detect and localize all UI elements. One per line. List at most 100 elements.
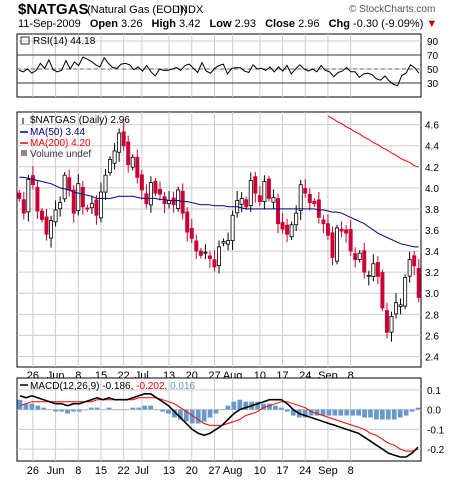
macd-histogram-bar (385, 409, 391, 420)
macd-histogram-bar (326, 409, 332, 416)
candle-body (71, 189, 76, 214)
macd-histogram-bar (397, 409, 403, 418)
price-tick-label: 3.2 (425, 268, 439, 279)
candle-body (248, 180, 253, 206)
macd-histogram-bar (284, 409, 290, 412)
price-tick-label: 4.6 (425, 121, 439, 132)
candle-body (148, 182, 153, 206)
macd-histogram-bar (47, 409, 53, 411)
candle-body (226, 240, 231, 245)
macd-tick-label: 0.1 (427, 386, 441, 397)
candle-body (198, 250, 203, 256)
candle-body (321, 219, 326, 225)
macd-histogram-bar (35, 405, 41, 410)
macd-x-tick-label: 13 (163, 465, 175, 477)
candle-body (89, 203, 94, 209)
macd-histogram-bar (124, 409, 130, 411)
candle-body (285, 224, 290, 235)
macd-panel (16, 377, 422, 462)
candle-body (307, 194, 312, 204)
rsi-tick-label: 50 (427, 65, 439, 76)
candle-body (135, 156, 140, 178)
candle-body (194, 240, 199, 252)
macd-histogram-bar (338, 409, 344, 416)
candle-body (112, 150, 117, 164)
macd-line (19, 392, 419, 458)
candle-body (289, 224, 294, 238)
candle-body (335, 227, 340, 262)
candle-body (280, 222, 285, 230)
macd-histogram-bar (53, 409, 58, 412)
price-legend-symbol: $NATGAS (Daily) 2.96 (30, 115, 130, 126)
macd-histogram-bar (23, 403, 29, 410)
ma50-legend: MA(50) 3.44 (30, 127, 85, 138)
macd-histogram-bar (302, 409, 308, 418)
candle-body (362, 250, 367, 273)
price-tick-label: 4.0 (425, 184, 439, 195)
macd-histogram-bar (178, 409, 183, 420)
macd-x-tick-label: 10 (254, 465, 266, 477)
candle-body (371, 263, 376, 277)
macd-histogram-bar (231, 401, 237, 410)
copyright-link[interactable]: © StockCharts.com (349, 4, 436, 15)
candle-body (26, 179, 31, 213)
macd-histogram-bar (290, 409, 296, 416)
macd-histogram-bar (29, 403, 35, 410)
macd-histogram-bar (261, 403, 266, 410)
candle-body (339, 228, 344, 232)
macd-x-tick-label: Jun (47, 465, 65, 477)
candle-body (416, 267, 421, 298)
candle-body (239, 198, 244, 205)
macd-histogram-bar (201, 409, 207, 422)
macd-histogram-bar (183, 409, 189, 422)
candle-body (244, 199, 249, 208)
macd-x-tick-label: Jul (135, 465, 149, 477)
candle-body (17, 192, 22, 199)
candle-body (103, 174, 108, 193)
candle-body (121, 131, 126, 147)
macd-legend-signal: -0.202, (136, 381, 170, 392)
candle-body (344, 229, 349, 234)
macd-histogram-bar (136, 407, 142, 410)
macd-histogram-bar (154, 409, 159, 411)
candle-body (67, 177, 72, 191)
ma200-line (327, 115, 419, 168)
high-value: 3.42 (179, 18, 201, 30)
candle-body (257, 195, 262, 202)
macd-histogram-bar (350, 409, 356, 416)
macd-histogram-bar (100, 409, 106, 411)
chg-value: -0.30 (-9.09%) (353, 18, 424, 30)
macd-histogram-bar (77, 409, 82, 412)
chg-label: Chg (328, 18, 350, 30)
candle-body (276, 198, 281, 225)
candle-body (221, 241, 226, 244)
macd-histogram-bar (279, 407, 284, 410)
candle-body (407, 259, 412, 277)
price-tick-label: 2.6 (425, 331, 439, 342)
candle-body (353, 253, 358, 260)
macd-histogram-bar (148, 405, 154, 410)
macd-histogram-bar (41, 407, 47, 410)
candle-body (176, 189, 181, 209)
candle-body (266, 178, 271, 199)
macd-histogram-bar (308, 409, 314, 416)
candle-body (58, 202, 63, 210)
price-tick-label: 3.8 (425, 205, 439, 216)
macd-tick-label: 0.0 (427, 406, 441, 417)
macd-histogram-bar (94, 407, 100, 410)
macd-histogram-bar (166, 409, 171, 414)
price-tick-label: 2.8 (425, 310, 439, 321)
candle-body (62, 174, 67, 200)
macd-x-tick-label: 17 (276, 465, 288, 477)
candle-body (375, 262, 380, 277)
candle-body (153, 180, 158, 194)
candle-body (253, 176, 258, 194)
macd-tick-label: -0.1 (427, 425, 445, 436)
candle-body (212, 259, 217, 268)
rsi-tick-label: 90 (427, 37, 439, 48)
candle-body (94, 199, 99, 216)
candle-body (394, 302, 399, 315)
candle-body (76, 183, 81, 212)
